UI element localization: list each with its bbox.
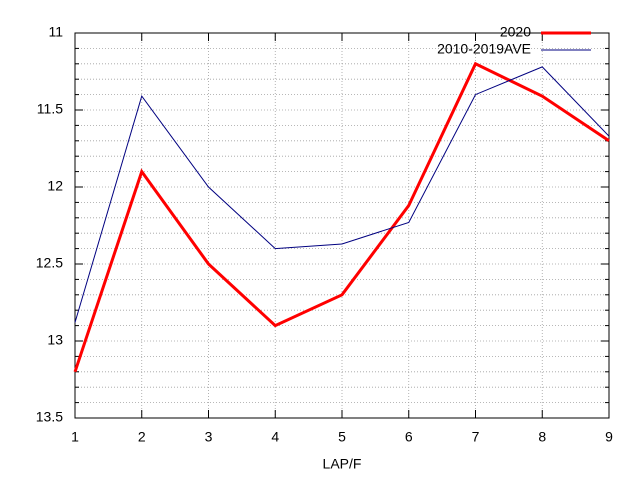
legend-label: 2010-2019AVE [437, 41, 531, 57]
x-tick-label: 9 [605, 429, 613, 445]
y-tick-label: 13.5 [36, 409, 63, 425]
plot-frame [74, 32, 610, 419]
y-tick-label: 13 [47, 332, 63, 348]
x-tick-label: 5 [338, 429, 346, 445]
y-tick-label: 11.5 [37, 101, 63, 117]
series-line [74, 66, 610, 323]
y-tick-label: 12 [47, 178, 63, 194]
y-tick-label: 12.5 [36, 255, 63, 271]
series-line [73, 61, 610, 373]
legend-label: 2020 [500, 24, 531, 40]
x-tick-label: 6 [405, 429, 413, 445]
x-axis-label: LAP/F [323, 456, 362, 472]
x-tick-label: 4 [271, 429, 279, 445]
x-tick-label: 1 [71, 429, 79, 445]
x-tick-label: 8 [538, 429, 546, 445]
x-tick-label: 7 [472, 429, 480, 445]
x-tick-label: 2 [138, 429, 146, 445]
x-tick-label: 3 [205, 429, 213, 445]
y-tick-label: 11 [48, 24, 63, 40]
